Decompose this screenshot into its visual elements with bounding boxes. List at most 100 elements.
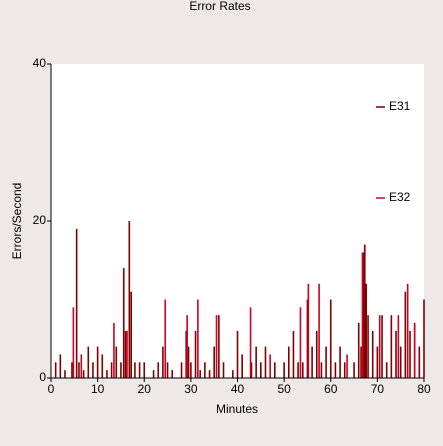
bar (371, 330, 374, 378)
x-axis-label: Minutes (216, 402, 258, 416)
x-tick-label: 0 (48, 382, 55, 396)
bar (363, 244, 366, 378)
bar (197, 299, 199, 378)
bar (157, 362, 160, 378)
bar (297, 362, 299, 378)
bar (255, 346, 257, 378)
bar (215, 315, 218, 378)
bar (264, 346, 267, 378)
bar (110, 362, 113, 378)
bar (329, 299, 332, 378)
bar (413, 323, 416, 378)
bar (320, 362, 323, 378)
bar (299, 307, 302, 378)
bar (357, 323, 360, 378)
bar (232, 370, 234, 378)
bar (423, 299, 425, 378)
legend-label: E32 (389, 190, 411, 204)
bar (376, 346, 379, 378)
bar (318, 283, 320, 378)
bar (250, 362, 253, 378)
bar (381, 315, 383, 378)
bar (269, 354, 271, 378)
bar (249, 307, 252, 378)
bar (96, 346, 99, 378)
bar (130, 291, 132, 378)
bar (122, 268, 125, 378)
bar (353, 362, 355, 378)
bar (395, 330, 397, 378)
chart-title: Error Rates (189, 0, 250, 13)
bar (166, 362, 169, 378)
bar (82, 370, 85, 378)
bar (418, 346, 421, 378)
y-tick-label: 20 (33, 213, 47, 227)
bar (311, 346, 313, 378)
bar (287, 346, 290, 378)
bar (399, 346, 402, 378)
bar (185, 330, 188, 378)
y-tick-label: 0 (39, 370, 46, 384)
bar (80, 354, 83, 378)
bar (152, 370, 155, 378)
bar (87, 346, 90, 378)
bar (194, 330, 197, 378)
bar (164, 299, 167, 378)
bar (283, 362, 285, 378)
bar (162, 346, 164, 378)
bar (274, 362, 276, 378)
bar (199, 370, 201, 378)
bar (59, 354, 62, 378)
bar (360, 346, 362, 378)
bar (218, 315, 220, 378)
x-tick-label: 30 (184, 382, 198, 396)
bar (124, 330, 127, 378)
bar (75, 228, 78, 378)
bar (64, 370, 66, 378)
bar (260, 362, 262, 378)
x-tick-label: 10 (91, 382, 105, 396)
bar (186, 315, 188, 378)
bar (406, 283, 409, 378)
bar (362, 252, 365, 378)
bar (180, 362, 183, 378)
bar (367, 315, 369, 378)
bar (346, 354, 348, 378)
bar (301, 362, 304, 378)
bar (71, 362, 73, 378)
x-tick-label: 70 (371, 382, 385, 396)
bar (128, 221, 131, 378)
bar (385, 362, 388, 378)
bar (126, 330, 128, 378)
bar (361, 252, 364, 378)
x-tick-label: 20 (138, 382, 152, 396)
bar (306, 299, 309, 378)
bar (292, 330, 295, 378)
bar (339, 346, 341, 378)
x-tick-label: 60 (324, 382, 338, 396)
y-axis-label: Errors/Second (10, 183, 24, 260)
legend-label: E31 (389, 99, 411, 113)
bar (390, 315, 393, 378)
bar (409, 330, 411, 378)
bar (365, 283, 367, 378)
bar (236, 330, 239, 378)
bar (241, 354, 243, 378)
bar (120, 362, 122, 378)
bar (334, 362, 337, 378)
bar (325, 346, 327, 378)
bar (106, 370, 108, 378)
y-tick-label: 40 (33, 56, 47, 70)
bar (78, 362, 80, 378)
bar (190, 362, 192, 378)
x-tick-label: 80 (417, 382, 431, 396)
bar (222, 362, 225, 378)
bar (54, 362, 57, 378)
bar (113, 323, 115, 378)
bar (307, 283, 310, 378)
bar (115, 346, 118, 378)
bar (343, 362, 346, 378)
bar (404, 291, 407, 378)
bar (315, 330, 318, 378)
